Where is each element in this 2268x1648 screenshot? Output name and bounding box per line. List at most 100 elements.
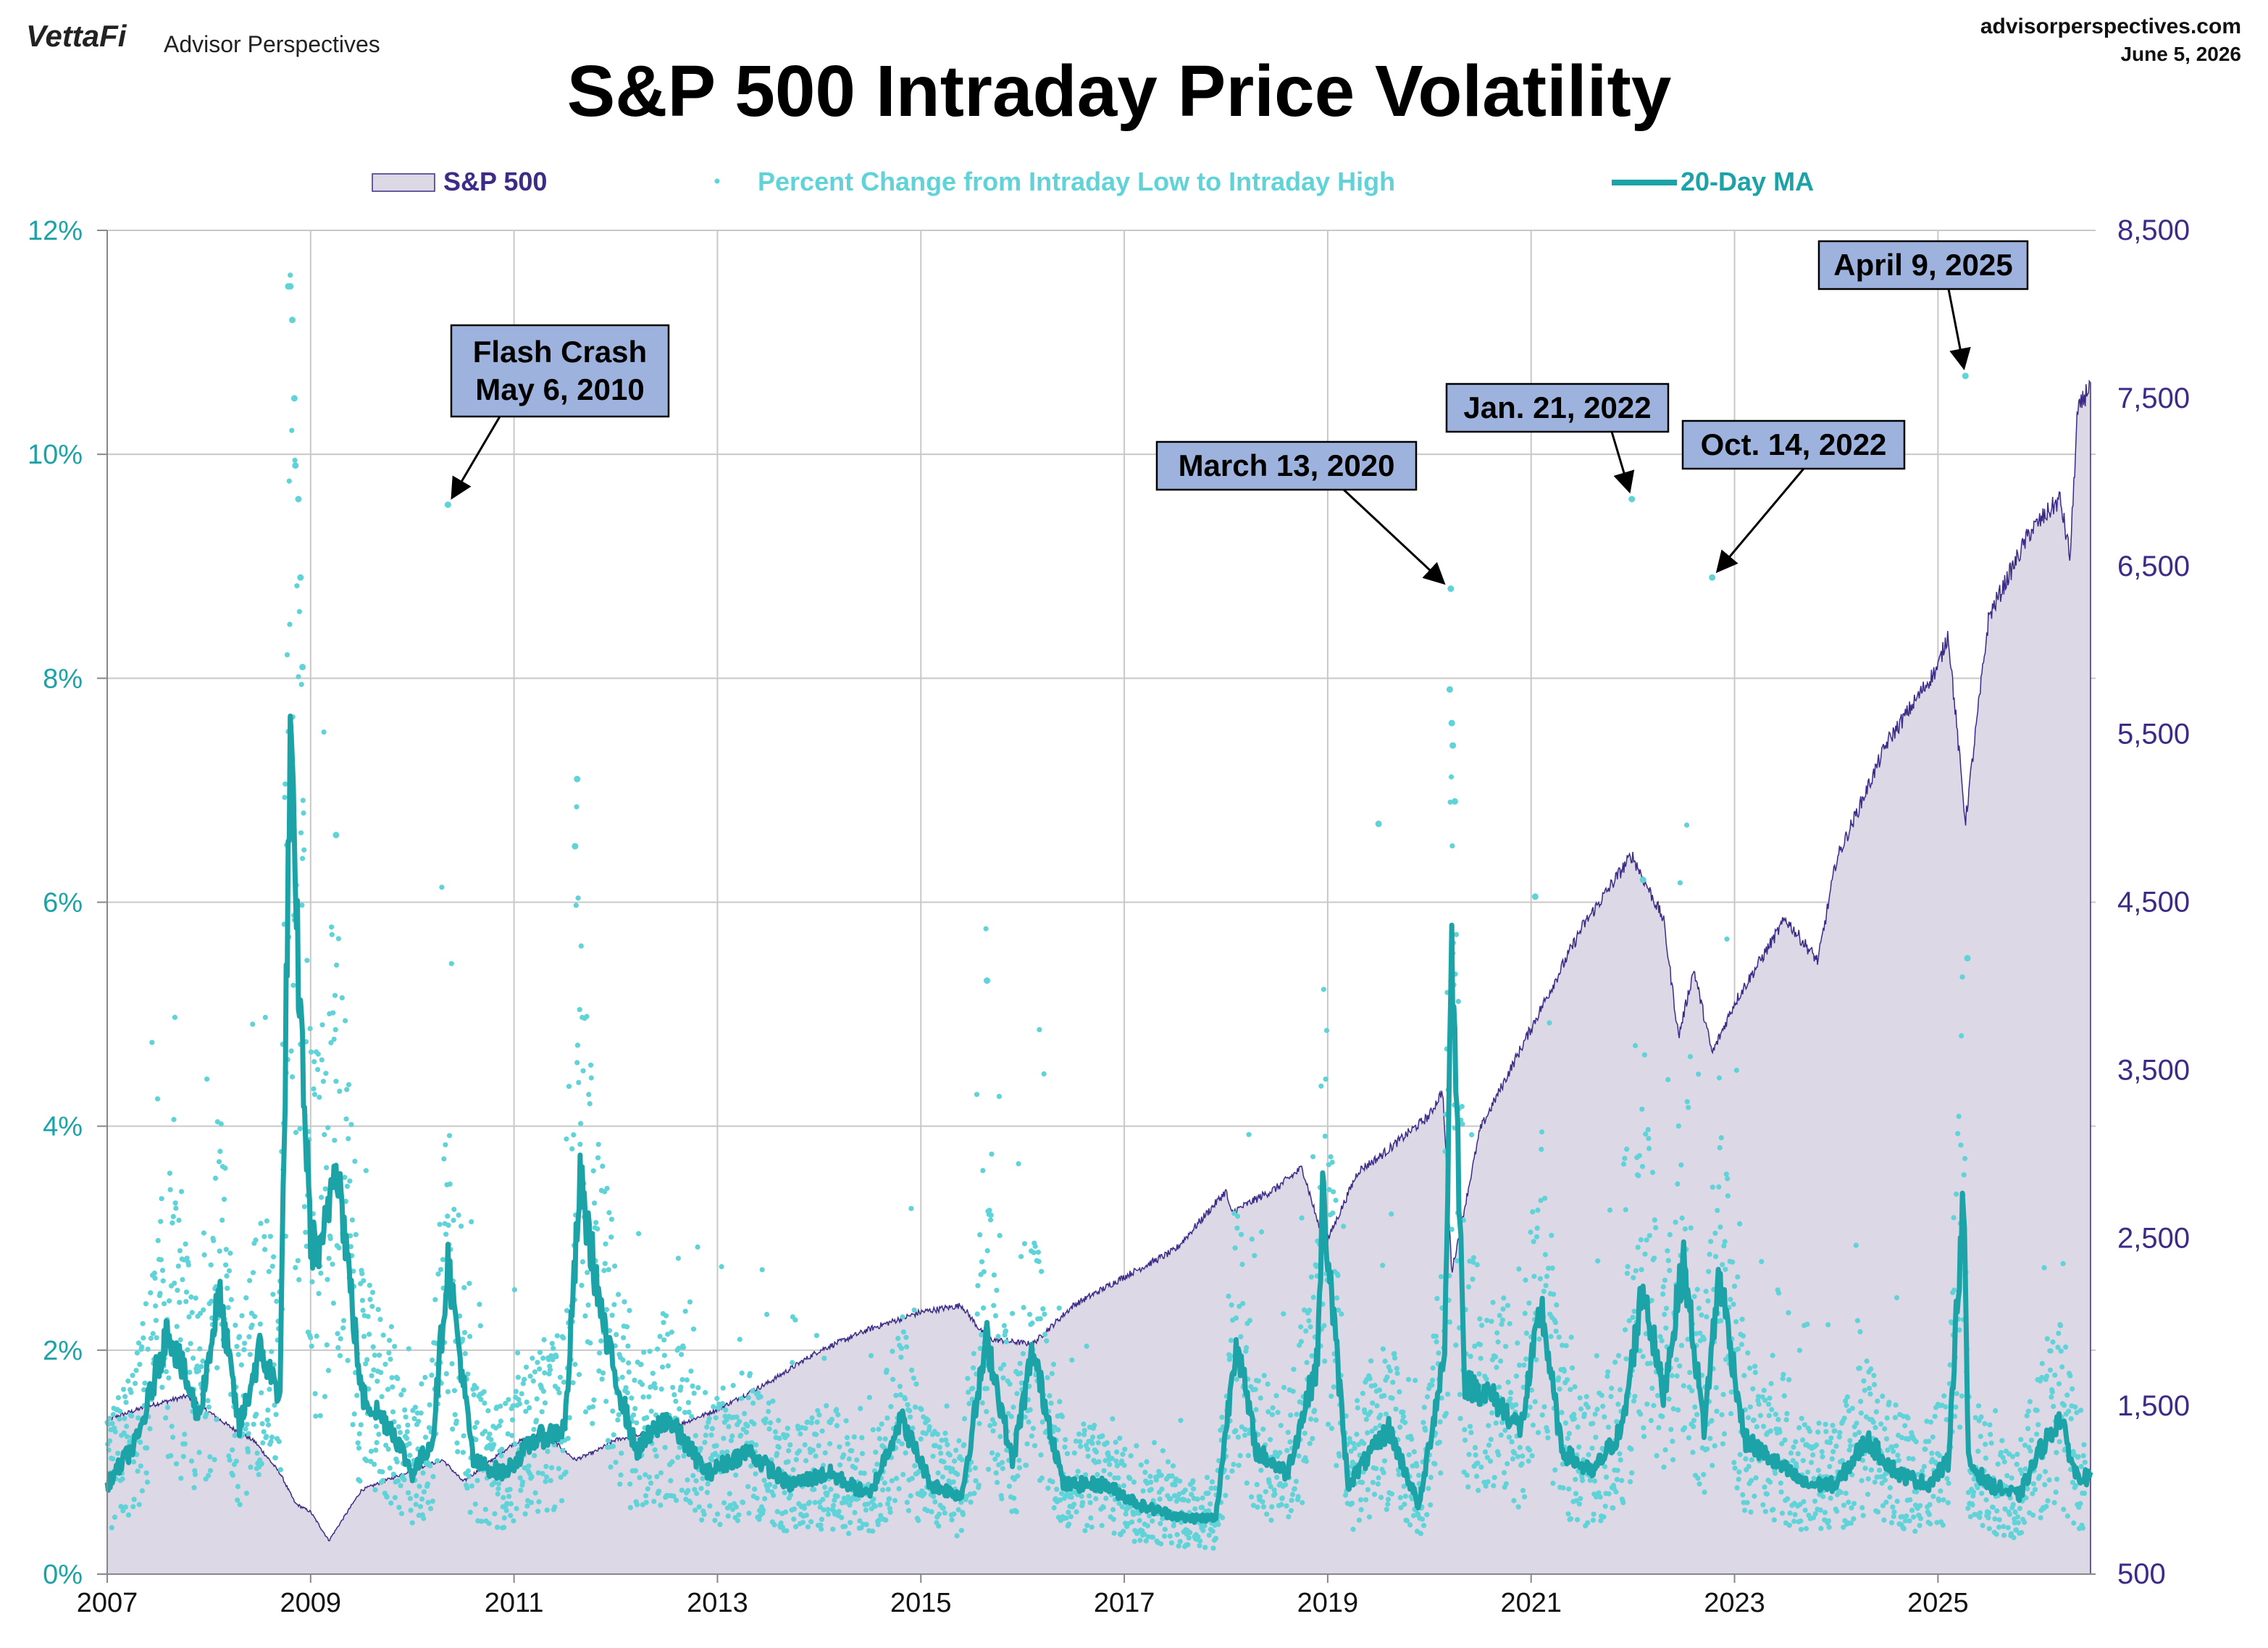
volatility-dot [188, 1341, 193, 1347]
volatility-dot [1996, 1517, 2002, 1523]
volatility-dot [1568, 1386, 1573, 1392]
volatility-dot [557, 1374, 564, 1380]
volatility-dot [627, 1505, 634, 1510]
volatility-dot [1066, 1521, 1072, 1527]
volatility-dot [277, 1467, 283, 1473]
volatility-dot [1694, 1287, 1700, 1292]
volatility-dot [2042, 1482, 2048, 1488]
volatility-dot [266, 1268, 272, 1274]
volatility-dot [138, 1439, 143, 1445]
volatility-dot [623, 1385, 629, 1391]
volatility-dot [1791, 1444, 1796, 1450]
volatility-dot [643, 1499, 649, 1505]
volatility-dot [353, 1231, 359, 1237]
volatility-dot [774, 1509, 780, 1515]
volatility-dot [1259, 1229, 1265, 1235]
volatility-dot [2047, 1367, 2054, 1373]
volatility-dot [989, 1151, 995, 1157]
volatility-dot [1140, 1488, 1146, 1494]
volatility-dot [1402, 1493, 1408, 1499]
volatility-dot [1110, 1416, 1116, 1422]
volatility-dot [1300, 1499, 1305, 1505]
volatility-dot [926, 1423, 932, 1430]
volatility-dot [1917, 1515, 1924, 1521]
volatility-dot [822, 1450, 828, 1456]
volatility-dot [296, 1277, 302, 1283]
volatility-dot [662, 1444, 668, 1450]
volatility-dot [1378, 1412, 1384, 1418]
volatility-dot [1277, 1450, 1283, 1455]
annotation-label: Flash Crash [473, 335, 647, 369]
volatility-dot [1751, 1417, 1757, 1423]
volatility-dot [947, 1452, 953, 1458]
volatility-dot [961, 1442, 967, 1447]
volatility-dot [235, 1352, 241, 1358]
volatility-dot [1539, 1129, 1545, 1135]
volatility-dot [2022, 1519, 2028, 1526]
volatility-dot [454, 1440, 460, 1446]
volatility-dot [809, 1415, 815, 1421]
volatility-dot [1281, 1384, 1287, 1390]
volatility-dot [1608, 1394, 1614, 1400]
volatility-dot [725, 1513, 731, 1519]
volatility-dot [316, 1291, 322, 1297]
volatility-dot [1764, 1491, 1770, 1497]
volatility-dot [1978, 1414, 1984, 1420]
volatility-dot [335, 1344, 341, 1350]
volatility-dot [369, 1373, 374, 1379]
volatility-dot [1496, 1452, 1502, 1457]
volatility-dot [564, 1308, 570, 1313]
volatility-dot [709, 1457, 715, 1463]
volatility-dot [1042, 1331, 1048, 1337]
volatility-dot [1688, 1225, 1694, 1231]
volatility-dot [905, 1507, 911, 1513]
volatility-dot [1929, 1450, 1935, 1456]
volatility-dot [866, 1394, 872, 1400]
volatility-dot [268, 1439, 274, 1444]
volatility-dot [153, 1318, 159, 1323]
volatility-dot [1185, 1542, 1191, 1547]
volatility-dot [1713, 1254, 1719, 1260]
volatility-dot [835, 1412, 841, 1418]
volatility-dot [389, 1375, 395, 1381]
volatility-dot [323, 1071, 329, 1076]
volatility-dot [1310, 1294, 1316, 1300]
volatility-dot [1010, 1310, 1016, 1316]
volatility-dot [380, 1332, 386, 1338]
volatility-dot [230, 1472, 235, 1478]
annotation-label: April 9, 2025 [1833, 248, 2012, 282]
volatility-dot [1945, 1499, 1951, 1506]
volatility-dot [655, 1346, 661, 1352]
volatility-dot [451, 1206, 457, 1213]
volatility-dot [532, 1452, 537, 1459]
volatility-dot [1649, 1169, 1656, 1176]
volatility-dot [1040, 1306, 1046, 1312]
volatility-dot [1811, 1476, 1817, 1481]
volatility-dot-outlier [1447, 585, 1455, 593]
volatility-dot [1270, 1405, 1276, 1411]
volatility-dot [983, 926, 989, 932]
volatility-dot [551, 1345, 556, 1351]
volatility-dot [995, 1479, 1000, 1486]
volatility-dot [676, 1345, 682, 1351]
volatility-dot [1815, 1468, 1821, 1473]
volatility-dot [1825, 1322, 1831, 1328]
volatility-dot [677, 1406, 682, 1412]
volatility-dot [1854, 1318, 1860, 1323]
volatility-dot-outlier [1639, 877, 1646, 884]
volatility-dot [1728, 1410, 1734, 1417]
volatility-dot [2007, 1512, 2012, 1518]
annotation-label: Jan. 21, 2022 [1463, 390, 1651, 424]
volatility-dot [1470, 1276, 1476, 1282]
volatility-dot [1307, 1324, 1313, 1330]
volatility-dot [782, 1509, 789, 1515]
volatility-dot [2018, 1530, 2025, 1536]
volatility-dot [169, 1423, 175, 1429]
annotation-label: March 13, 2020 [1179, 448, 1395, 482]
volatility-dot [1260, 1504, 1267, 1510]
volatility-dot [698, 1445, 703, 1452]
volatility-dot [217, 1248, 222, 1254]
volatility-dot [1742, 1507, 1748, 1513]
volatility-dot [130, 1459, 137, 1465]
volatility-dot [192, 1471, 198, 1477]
